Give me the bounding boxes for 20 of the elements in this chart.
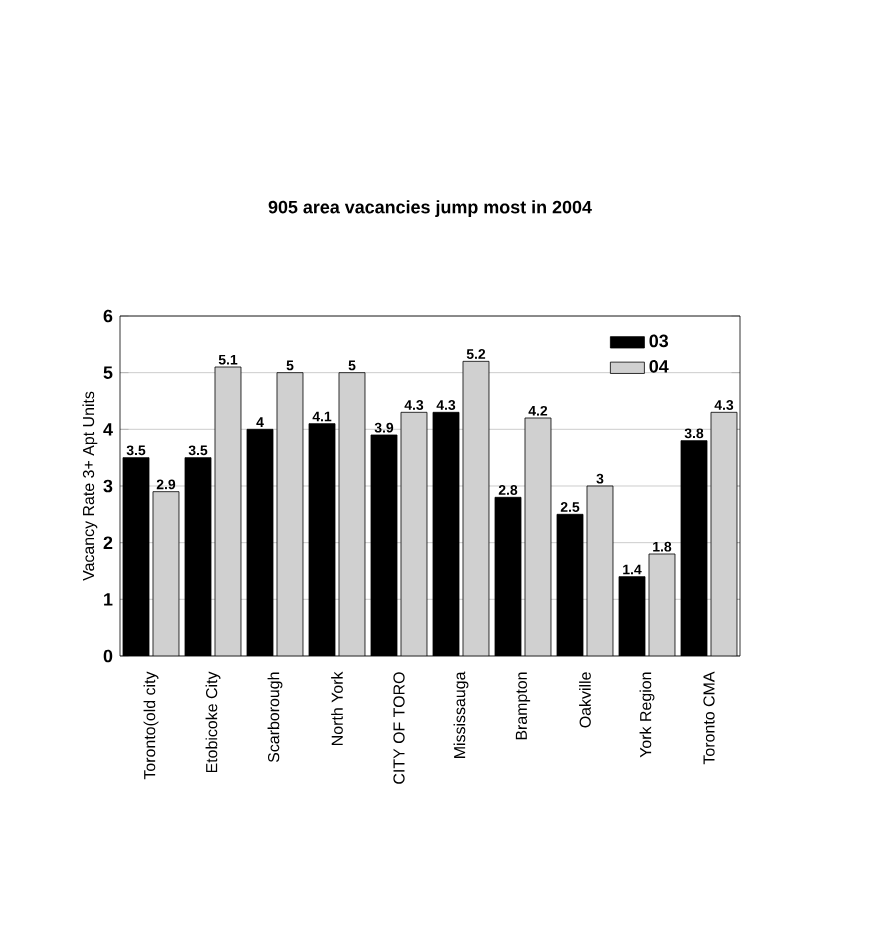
y-tick-label: 0 — [103, 649, 113, 663]
bar — [152, 491, 180, 656]
bar — [462, 360, 490, 656]
y-tick-label: 5 — [103, 366, 113, 379]
bar — [276, 372, 304, 656]
bar — [710, 411, 738, 656]
legend-label: 04 — [649, 360, 669, 373]
y-tick-label: 6 — [103, 309, 113, 323]
bar — [400, 411, 428, 656]
y-tick-label: 4 — [103, 423, 113, 436]
bar — [648, 553, 676, 656]
bar — [338, 372, 366, 656]
bar — [214, 366, 242, 656]
bar — [524, 417, 552, 656]
bar — [586, 485, 614, 656]
chart-title: 905 area vacancies jump most in 2004 — [268, 200, 592, 217]
y-tick-label: 2 — [103, 536, 113, 549]
y-tick-label: 3 — [103, 479, 113, 493]
legend-label: 03 — [649, 334, 669, 348]
y-tick-label: 1 — [104, 593, 113, 606]
